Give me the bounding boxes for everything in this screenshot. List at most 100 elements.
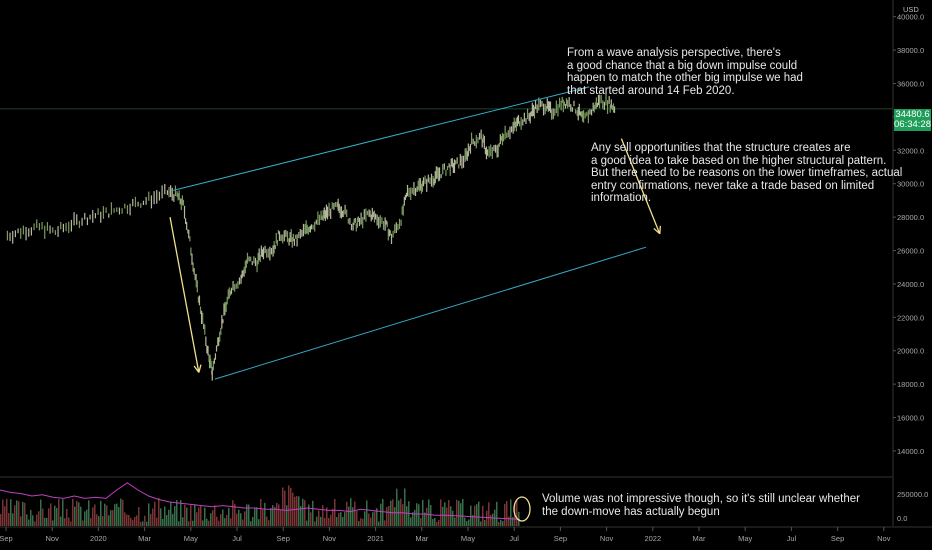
candle [286, 231, 289, 243]
candle [506, 132, 508, 139]
candle [507, 130, 509, 138]
volume-bar [224, 518, 226, 526]
volume-bar [380, 503, 382, 526]
candle [246, 252, 249, 264]
candle [22, 225, 24, 235]
candle [494, 144, 497, 153]
candle [315, 219, 317, 225]
volume-bar [200, 506, 202, 526]
candle [212, 360, 214, 371]
candle [605, 93, 607, 106]
candle [170, 185, 172, 198]
wave-analysis-note[interactable]: From a wave analysis perspective, there'… [567, 47, 803, 97]
candle [190, 247, 192, 256]
volume-bar [464, 517, 466, 526]
volume-bar [56, 507, 58, 526]
candle [356, 217, 358, 228]
volume-bar [314, 521, 316, 526]
volume-bar [418, 504, 420, 526]
volume-bar [428, 499, 430, 526]
candle [12, 230, 14, 244]
volume-bar [124, 512, 126, 526]
candle [432, 175, 434, 188]
candle [386, 221, 388, 228]
volume-bar [264, 502, 266, 526]
candle [237, 281, 239, 289]
volume-note[interactable]: Volume was not impressive though, so it'… [542, 493, 860, 518]
volume-bar [416, 503, 418, 526]
volume-bar [432, 519, 434, 526]
last-price-badge[interactable]: 34480.6 06:34:28 [894, 109, 931, 131]
candle [395, 222, 397, 233]
candle [116, 207, 118, 213]
candle [153, 191, 155, 205]
volume-bar [306, 520, 308, 526]
note-line: information. [591, 192, 652, 204]
candle [317, 211, 319, 225]
candle [110, 202, 113, 215]
candle [608, 96, 610, 104]
volume-bar [322, 505, 324, 526]
candle [202, 312, 204, 324]
candle [469, 143, 472, 154]
candle [446, 165, 449, 171]
volume-bar [466, 521, 468, 526]
candle [456, 157, 458, 164]
volume-bar [504, 503, 506, 526]
candle [416, 186, 418, 192]
candle [230, 287, 233, 295]
volume-bar [480, 521, 482, 526]
candle [218, 337, 220, 346]
candle [442, 164, 444, 175]
volume-bar [14, 505, 16, 526]
candle [560, 100, 562, 111]
volume-bar [288, 485, 290, 526]
volume-bar [344, 512, 346, 526]
candle [253, 256, 255, 264]
volume-bar [338, 512, 340, 526]
candle [597, 94, 600, 106]
candle [254, 257, 257, 267]
candle [550, 109, 553, 120]
volume-bar [500, 519, 502, 526]
candle [92, 210, 94, 223]
volume-bar [394, 507, 396, 526]
candle [570, 104, 572, 112]
volume-bar [186, 507, 188, 526]
volume-bar [340, 512, 342, 526]
volume-bar [68, 517, 70, 526]
candle [240, 274, 242, 284]
candle [600, 95, 602, 104]
candle [545, 106, 547, 112]
candle [498, 142, 500, 147]
candle [304, 223, 306, 234]
candle [134, 196, 137, 208]
volume-bar [16, 500, 18, 526]
volume-bar [78, 502, 80, 526]
volume-bar [346, 501, 348, 526]
projection-arrow [620, 138, 661, 235]
candle [486, 149, 489, 156]
candle [501, 132, 504, 146]
volume-bar [122, 499, 124, 526]
volume-bar [414, 509, 416, 526]
candle [408, 187, 410, 198]
price-tick-label: 36000.0 [897, 80, 924, 89]
volume-bar [250, 521, 252, 526]
candle [204, 324, 206, 335]
candle [472, 138, 474, 145]
candle [584, 112, 586, 119]
volume-bar [282, 487, 284, 526]
volume-bar [72, 498, 74, 526]
note-line: a good idea to take based on the higher … [591, 154, 887, 167]
candle [124, 203, 126, 209]
volume-pane [0, 482, 521, 526]
candle [321, 215, 323, 221]
volume-bar [422, 499, 424, 526]
sell-opportunity-note[interactable]: Any sell opportunities that the structur… [591, 142, 902, 205]
candle [610, 99, 612, 109]
candle [293, 238, 296, 246]
volume-bar [164, 506, 166, 526]
volume-bar [460, 503, 462, 526]
